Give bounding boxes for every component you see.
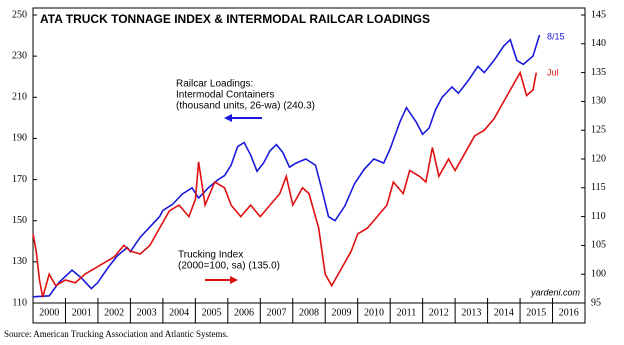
x-tick-label: 2001 <box>72 307 92 318</box>
x-tick-label: 2007 <box>267 307 287 318</box>
x-tick-label: 2012 <box>429 307 449 318</box>
y-tick-label: 210 <box>12 92 27 103</box>
y-tick-label: 130 <box>12 256 27 267</box>
y-tick-label: 250 <box>12 9 27 20</box>
x-tick-label: 2016 <box>559 307 579 318</box>
x-tick-label: 2011 <box>397 307 417 318</box>
annotation: Railcar Loadings: <box>176 79 253 90</box>
x-tick-label: 2015 <box>526 307 546 318</box>
y-tick-label: 230 <box>12 50 27 61</box>
series-line <box>32 70 538 298</box>
x-tick-label: 2006 <box>234 307 254 318</box>
x-tick-label: 2009 <box>331 307 351 318</box>
annotation: (thousand units, 26-wa) (240.3) <box>176 101 315 112</box>
y2-tick-label: 110 <box>591 211 606 222</box>
y-tick-label: 190 <box>12 133 27 144</box>
legend-arrow-head <box>230 276 238 284</box>
chart-title: ATA TRUCK TONNAGE INDEX & INTERMODAL RAI… <box>40 12 430 26</box>
annotation: Jul <box>547 67 559 77</box>
source: Source: American Trucking Association an… <box>4 329 228 339</box>
x-tick-label: 2005 <box>202 307 222 318</box>
y-tick-label: 150 <box>12 215 27 226</box>
x-tick-label: 2010 <box>364 307 384 318</box>
y2-tick-label: 135 <box>591 67 606 78</box>
y2-tick-label: 95 <box>591 297 601 308</box>
x-tick-label: 2002 <box>104 307 124 318</box>
x-axis-box <box>32 302 586 324</box>
y2-tick-label: 100 <box>591 268 606 279</box>
y2-tick-label: 140 <box>591 38 606 49</box>
annotation: Intermodal Containers <box>176 90 274 101</box>
x-tick-label: 2008 <box>299 307 319 318</box>
annotation: (2000=100, sa) (135.0) <box>178 261 280 272</box>
y2-tick-label: 130 <box>591 96 606 107</box>
x-tick-label: 2003 <box>137 307 157 318</box>
y2-tick-label: 105 <box>591 240 606 251</box>
annotation: 8/15 <box>547 31 565 41</box>
annotation: Trucking Index <box>178 250 243 261</box>
y-tick-label: 170 <box>12 174 27 185</box>
y2-tick-label: 145 <box>591 9 606 20</box>
x-tick-label: 2000 <box>39 307 59 318</box>
x-tick-label: 2004 <box>169 307 189 318</box>
series-line <box>32 34 541 298</box>
x-tick-label: 2013 <box>461 307 481 318</box>
y2-tick-label: 125 <box>591 124 606 135</box>
annotation: yardeni.com <box>530 287 581 297</box>
legend-arrow-head <box>224 114 232 122</box>
y-tick-label: 110 <box>12 297 27 308</box>
y2-tick-label: 115 <box>591 182 606 193</box>
x-tick-label: 2014 <box>494 307 514 318</box>
y2-tick-label: 120 <box>591 153 606 164</box>
